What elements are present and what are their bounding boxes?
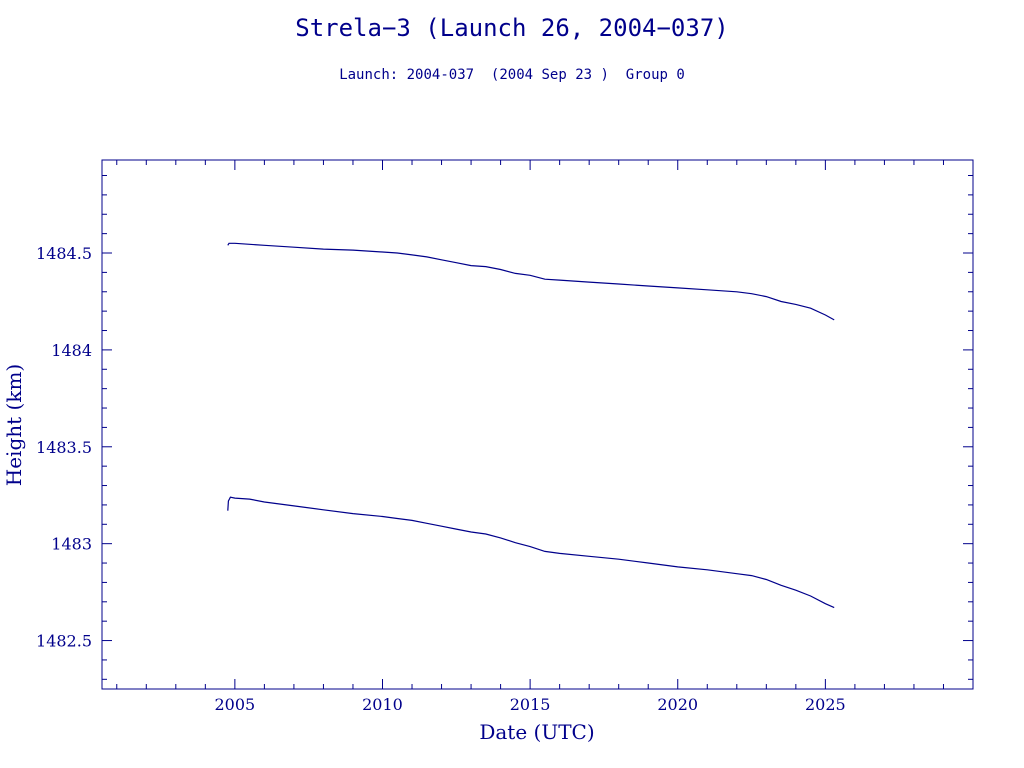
x-tick-label: 2010 xyxy=(362,695,403,714)
tick-marks xyxy=(102,160,974,689)
y-axis-label: Height (km) xyxy=(2,364,26,486)
chart-subtitle: Launch: 2004-037 (2004 Sep 23 ) Group 0 xyxy=(339,67,685,83)
x-axis-label: Date (UTC) xyxy=(479,720,594,744)
plot-frame xyxy=(101,159,974,690)
series-line-2 xyxy=(227,496,835,609)
x-tick-label: 2020 xyxy=(657,695,698,714)
y-tick-label: 1483.5 xyxy=(36,438,92,457)
series-line-1 xyxy=(227,242,835,321)
x-tick-label: 2005 xyxy=(215,695,256,714)
y-tick-label: 1484.5 xyxy=(36,244,92,263)
x-tick-label: 2015 xyxy=(510,695,551,714)
y-tick-label: 1483 xyxy=(51,535,92,554)
series-lines xyxy=(227,242,835,609)
tick-labels: 2005 2010 2015 2020 2025 1482.5 1483 1483.5 1484… xyxy=(36,244,846,714)
x-tick-label: 2025 xyxy=(805,695,846,714)
y-tick-label: 1484 xyxy=(51,341,92,360)
chart-title: Strela−3 (Launch 26, 2004−037) xyxy=(295,14,729,42)
y-tick-label: 1482.5 xyxy=(36,632,92,651)
